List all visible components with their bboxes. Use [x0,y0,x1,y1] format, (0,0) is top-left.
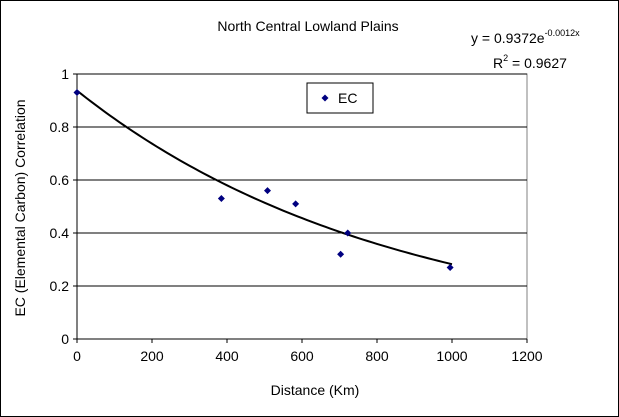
x-tick-label: 200 [140,348,164,364]
axes [73,73,528,343]
data-point-2 [264,187,271,195]
data-point-0 [73,89,81,97]
y-tick-label: 1 [61,66,69,82]
legend: EC [306,82,374,114]
y-tick-label: 0.8 [50,119,70,135]
x-tick-label: 1000 [436,348,467,364]
legend-entry-ec: EC [338,90,357,106]
r2-exponent: 2 [503,53,508,63]
r-squared-label: R2 = 0.9627 [493,53,567,71]
data-point-3 [292,200,300,208]
x-tick-label: 800 [365,348,389,364]
trendline-group [76,89,453,266]
equation-prefix: y = 0.9372e [471,30,545,46]
plot-area [76,73,528,340]
data-point-1 [217,195,225,203]
x-axis-label: Distance (Km) [271,382,360,398]
x-tick-label: 600 [290,348,314,364]
data-points [73,89,454,271]
data-point-5 [344,229,352,237]
x-tick-label: 1200 [511,348,542,364]
data-point-4 [337,250,345,258]
x-tick-label: 0 [73,348,81,364]
x-tick-label: 400 [215,348,239,364]
y-tick-label: 0 [61,331,69,347]
trendline-equation: y = 0.9372e-0.0012x [471,28,580,46]
chart-title: North Central Lowland Plains [217,18,398,34]
y-tick-label: 0.2 [50,278,70,294]
legend-box [306,82,374,114]
equation-exponent: -0.0012x [545,28,581,38]
y-axis-label: EC (Elemental Carbon) Correlation [12,99,28,316]
data-point-6 [446,263,454,271]
trendline-curve [76,89,453,266]
x-tick-labels: 0 200 400 600 800 1000 1200 [73,348,543,364]
legend-marker-diamond [321,94,329,102]
r2-suffix: = 0.9627 [508,55,567,71]
y-tick-label: 0.4 [50,225,70,241]
gridlines [77,73,527,287]
r2-prefix: R [493,55,503,71]
y-tick-labels: 0 0.2 0.4 0.6 0.8 1 [50,66,70,347]
y-tick-label: 0.6 [50,172,70,188]
